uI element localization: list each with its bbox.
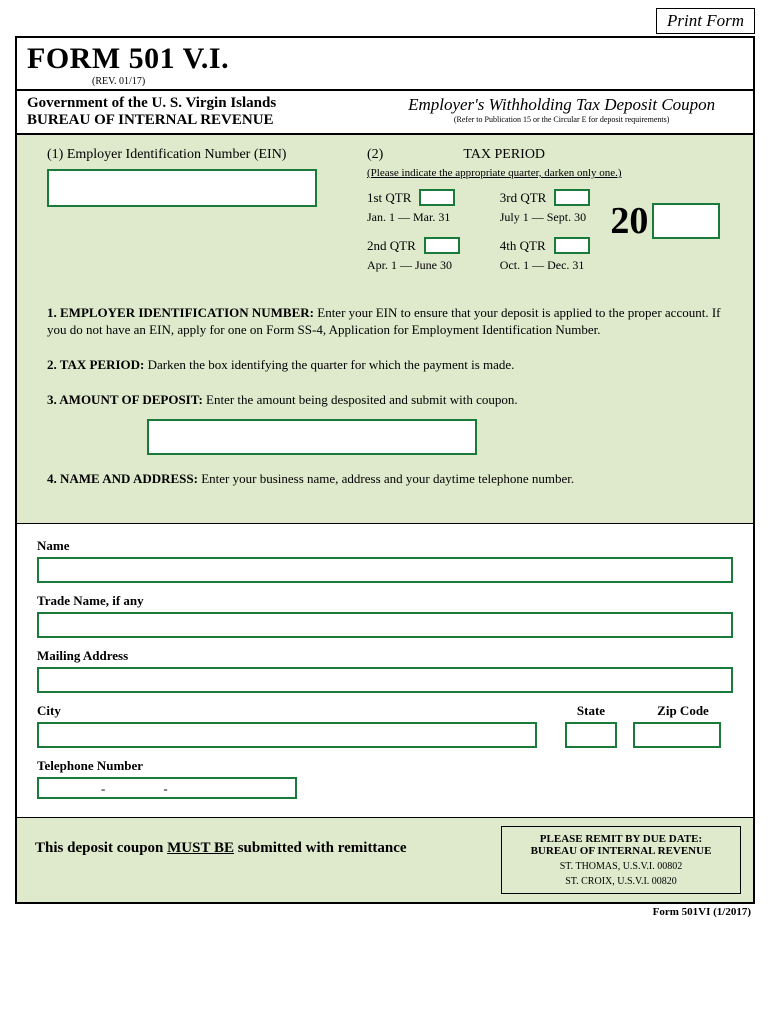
ein-input[interactable] (47, 169, 317, 207)
q3-dates: July 1 — Sept. 30 (500, 210, 591, 225)
q3-label: 3rd QTR (500, 190, 547, 206)
q1-checkbox[interactable] (419, 189, 455, 206)
trade-input[interactable] (37, 612, 733, 638)
govt-line2: BUREAU OF INTERNAL REVENUE (27, 112, 360, 129)
name-input[interactable] (37, 557, 733, 583)
instruction-3: 3. AMOUNT OF DEPOSIT: Enter the amount b… (47, 392, 723, 409)
tax-label: TAX PERIOD (463, 147, 545, 163)
state-input[interactable] (565, 722, 617, 748)
city-input[interactable] (37, 722, 537, 748)
employer-title: Employer's Withholding Tax Deposit Coupo… (380, 95, 743, 115)
q4-dates: Oct. 1 — Dec. 31 (500, 258, 591, 273)
remit-title2: BUREAU OF INTERNAL REVENUE (508, 845, 734, 857)
tax-header: (2) TAX PERIOD (367, 147, 723, 163)
quarter-columns: 1st QTR Jan. 1 — Mar. 31 2nd QTR Apr. 1 … (367, 189, 590, 285)
city-label: City (37, 703, 537, 719)
i4-bold: 4. NAME AND ADDRESS: (47, 471, 198, 486)
year-block: 20 (610, 199, 720, 243)
i3-text: Enter the amount being desposited and su… (203, 392, 518, 407)
q3-checkbox[interactable] (554, 189, 590, 206)
trade-group: Trade Name, if any (37, 593, 733, 638)
qtr-col-left: 1st QTR Jan. 1 — Mar. 31 2nd QTR Apr. 1 … (367, 189, 460, 285)
form-page: Print Form FORM 501 V.I. (REV. 01/17) Go… (0, 0, 770, 926)
i2-bold: 2. TAX PERIOD: (47, 357, 144, 372)
name-label: Name (37, 538, 733, 554)
name-group: Name (37, 538, 733, 583)
q4-label: 4th QTR (500, 238, 546, 254)
tax-instruction: (Please indicate the appropriate quarter… (367, 167, 723, 179)
i2-text: Darken the box identifying the quarter f… (144, 357, 514, 372)
amount-input[interactable] (147, 419, 477, 455)
instruction-1: 1. EMPLOYER IDENTIFICATION NUMBER: Enter… (47, 305, 723, 339)
q4-row: 4th QTR (500, 237, 591, 254)
telephone-input[interactable]: -- (37, 777, 297, 799)
instruction-2: 2. TAX PERIOD: Darken the box identifyin… (47, 357, 723, 374)
remit-addr1: ST. THOMAS, U.S.V.I. 00802 (508, 861, 734, 872)
footer-left: This deposit coupon MUST BE submitted wi… (17, 818, 501, 902)
telephone-group: Telephone Number -- (37, 758, 733, 799)
quarter-grid: 1st QTR Jan. 1 — Mar. 31 2nd QTR Apr. 1 … (367, 189, 723, 285)
q4-checkbox[interactable] (554, 237, 590, 254)
i1-bold: 1. EMPLOYER IDENTIFICATION NUMBER: (47, 305, 314, 320)
form-container: FORM 501 V.I. (REV. 01/17) Government of… (15, 36, 755, 904)
telephone-label: Telephone Number (37, 758, 733, 774)
govt-line1: Government of the U. S. Virgin Islands (27, 95, 360, 112)
mailing-label: Mailing Address (37, 648, 733, 664)
q2-label: 2nd QTR (367, 238, 416, 254)
print-row: Print Form (15, 8, 755, 34)
footer-row: This deposit coupon MUST BE submitted wi… (17, 817, 753, 902)
tax-num: (2) (367, 147, 383, 163)
state-col: State (561, 703, 621, 748)
employer-subtitle: (Refer to Publication 15 or the Circular… (380, 115, 743, 124)
mailing-input[interactable] (37, 667, 733, 693)
form-title: FORM 501 V.I. (27, 42, 743, 76)
government-row: Government of the U. S. Virgin Islands B… (17, 91, 753, 135)
government-right: Employer's Withholding Tax Deposit Coupo… (370, 91, 753, 133)
remit-addr2: ST. CROIX, U.S.V.I. 00820 (508, 876, 734, 887)
q2-checkbox[interactable] (424, 237, 460, 254)
year-prefix: 20 (610, 199, 648, 243)
ein-label: (1) Employer Identification Number (EIN) (47, 147, 337, 163)
revision-text: (REV. 01/17) (27, 76, 743, 87)
q1-dates: Jan. 1 — Mar. 31 (367, 210, 460, 225)
q1-label: 1st QTR (367, 190, 411, 206)
telephone-dashes: -- (39, 781, 299, 797)
instruction-4: 4. NAME AND ADDRESS: Enter your business… (47, 471, 723, 488)
year-input[interactable] (652, 203, 720, 239)
fields-section: Name Trade Name, if any Mailing Address … (17, 524, 753, 817)
trade-label: Trade Name, if any (37, 593, 733, 609)
government-left: Government of the U. S. Virgin Islands B… (17, 91, 370, 133)
footer-pre: This deposit coupon (35, 840, 167, 856)
ein-column: (1) Employer Identification Number (EIN) (47, 147, 337, 285)
footer-must: MUST BE (167, 840, 234, 856)
i3-bold: 3. AMOUNT OF DEPOSIT: (47, 392, 203, 407)
zip-input[interactable] (633, 722, 721, 748)
mailing-group: Mailing Address (37, 648, 733, 693)
green-section: (1) Employer Identification Number (EIN)… (17, 135, 753, 524)
remit-title1: PLEASE REMIT BY DUE DATE: (508, 833, 734, 845)
remit-box: PLEASE REMIT BY DUE DATE: BUREAU OF INTE… (501, 826, 741, 894)
qtr-col-right: 3rd QTR July 1 — Sept. 30 4th QTR Oct. 1… (500, 189, 591, 285)
q3-row: 3rd QTR (500, 189, 591, 206)
top-fields: (1) Employer Identification Number (EIN)… (47, 147, 723, 285)
title-block: FORM 501 V.I. (REV. 01/17) (17, 38, 753, 91)
zip-col: Zip Code (633, 703, 733, 748)
city-col: City (37, 703, 537, 748)
i4-text: Enter your business name, address and yo… (198, 471, 574, 486)
tax-period-column: (2) TAX PERIOD (Please indicate the appr… (367, 147, 723, 285)
instructions: 1. EMPLOYER IDENTIFICATION NUMBER: Enter… (47, 305, 723, 487)
q2-dates: Apr. 1 — June 30 (367, 258, 460, 273)
city-state-zip-row: City State Zip Code (37, 703, 733, 748)
zip-label: Zip Code (633, 703, 733, 719)
footer-post: submitted with remittance (234, 840, 407, 856)
state-label: State (561, 703, 621, 719)
form-footer: Form 501VI (1/2017) (15, 904, 755, 918)
print-button[interactable]: Print Form (656, 8, 755, 34)
q1-row: 1st QTR (367, 189, 460, 206)
q2-row: 2nd QTR (367, 237, 460, 254)
